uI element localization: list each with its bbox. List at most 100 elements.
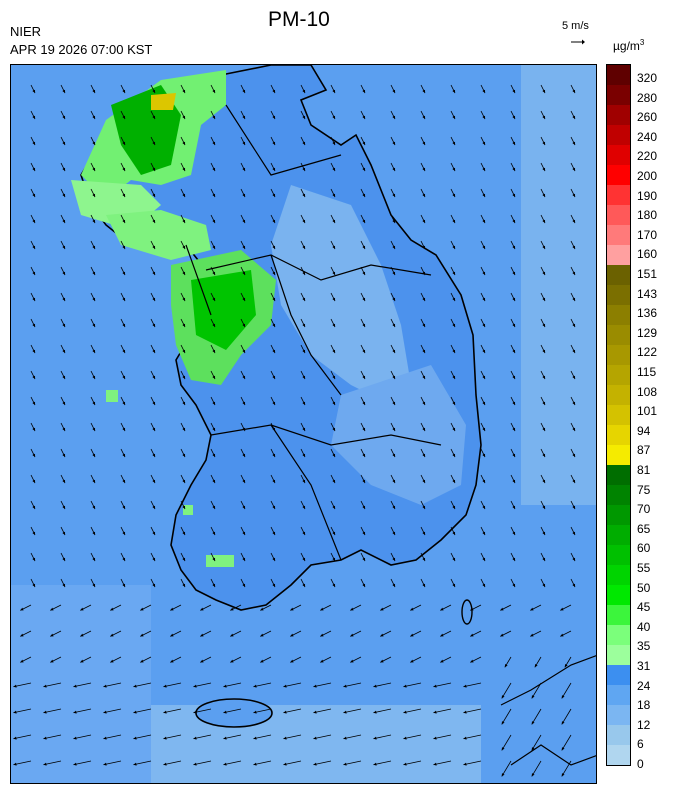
wind-arrow-head xyxy=(193,736,197,740)
legend-tick-label: 75 xyxy=(637,482,651,497)
wind-arrow-head xyxy=(32,297,36,302)
wind-arrow-head xyxy=(92,557,96,562)
legend-swatch xyxy=(607,725,630,745)
wind-arrow-head xyxy=(362,375,366,380)
wind-arrow-head xyxy=(62,141,66,146)
wind-arrow-head xyxy=(92,167,96,172)
wind-arrow-head xyxy=(433,710,437,714)
wind-arrow-head xyxy=(392,349,396,354)
wind-arrow-head xyxy=(32,141,36,146)
wind-arrow-head xyxy=(212,375,216,380)
wind-arrow-head xyxy=(212,297,216,302)
legend-swatch xyxy=(607,585,630,605)
wind-arrow-head xyxy=(13,684,17,688)
high-pm-cell-coast xyxy=(206,555,234,567)
wind-arrow-head xyxy=(193,710,197,714)
wind-arrow-head xyxy=(392,401,396,406)
wind-arrow-head xyxy=(92,141,96,146)
wind-arrow-head xyxy=(403,736,407,740)
wind-arrow-shaft xyxy=(373,734,392,740)
wind-arrow-head xyxy=(170,659,174,663)
wind-arrow-head xyxy=(152,401,156,406)
wind-arrow-head xyxy=(212,505,216,510)
wind-arrow-head xyxy=(302,115,306,120)
wind-arrow-head xyxy=(110,607,114,611)
wind-arrow-head xyxy=(403,762,407,766)
wind-arrow-head xyxy=(512,453,516,458)
wind-arrow-head xyxy=(572,89,576,94)
wind-arrow-head xyxy=(392,505,396,510)
wind-arrow-head xyxy=(313,762,317,766)
wind-arrow-head xyxy=(272,583,276,588)
wind-arrow-head xyxy=(440,633,444,637)
wind-arrow-head xyxy=(373,710,377,714)
wind-arrow-head xyxy=(122,557,126,562)
high-pm-cell-west xyxy=(106,390,118,402)
wind-arrow-head xyxy=(332,375,336,380)
inland-light-zone-2 xyxy=(331,365,466,505)
wind-arrow-head xyxy=(561,747,565,751)
wind-arrow-head xyxy=(362,245,366,250)
legend-tick-label: 280 xyxy=(637,90,658,105)
wind-arrow-head xyxy=(362,505,366,510)
wind-arrow-head xyxy=(302,167,306,172)
wind-arrow-head xyxy=(92,89,96,94)
wind-arrow-shaft xyxy=(283,734,302,740)
wind-arrow-shaft xyxy=(343,760,362,766)
wind-arrow-head xyxy=(92,115,96,120)
wind-arrow-head xyxy=(470,607,474,611)
legend-tick-label: 220 xyxy=(637,149,658,164)
wind-arrow-head xyxy=(572,479,576,484)
wind-arrow-head xyxy=(62,323,66,328)
wind-arrow-head xyxy=(422,375,426,380)
wind-arrow-head xyxy=(512,141,516,146)
wind-arrow-head xyxy=(362,557,366,562)
wind-arrow-head xyxy=(512,271,516,276)
wind-arrow-head xyxy=(320,633,324,637)
wind-arrow-head xyxy=(332,427,336,432)
wind-arrow-head xyxy=(92,323,96,328)
wind-arrow-shaft xyxy=(433,734,452,740)
wind-arrow-head xyxy=(572,583,576,588)
legend-swatch xyxy=(607,65,630,85)
wind-arrow-head xyxy=(212,401,216,406)
legend-swatch xyxy=(607,225,630,245)
wind-arrow-head xyxy=(32,219,36,224)
legend-tick-label: 108 xyxy=(637,384,658,399)
wind-arrow-head xyxy=(122,271,126,276)
wind-arrow-head xyxy=(62,479,66,484)
legend-swatch xyxy=(607,385,630,405)
wind-arrow-head xyxy=(452,141,456,146)
high-pm-core-chungnam xyxy=(191,270,256,350)
wind-arrow-head xyxy=(572,193,576,198)
wind-arrow-head xyxy=(272,89,276,94)
wind-arrow-head xyxy=(182,167,186,172)
wind-arrow-head xyxy=(452,349,456,354)
wind-arrow-head xyxy=(373,684,377,688)
legend-swatch xyxy=(607,465,630,485)
wind-arrow-head xyxy=(302,531,306,536)
wind-arrow-head xyxy=(572,557,576,562)
wind-arrow-shaft xyxy=(463,734,482,740)
wind-arrow-head xyxy=(272,401,276,406)
wind-arrow-head xyxy=(572,219,576,224)
wind-arrow-head xyxy=(212,245,216,250)
pm10-map[interactable] xyxy=(10,64,597,784)
jeju-island xyxy=(195,698,273,728)
wind-arrow-head xyxy=(253,736,257,740)
wind-arrow-head xyxy=(92,193,96,198)
legend-tick-label: 160 xyxy=(637,247,658,262)
wind-arrow-head xyxy=(13,762,17,766)
wind-arrow-head xyxy=(283,710,287,714)
wind-arrow-head xyxy=(242,245,246,250)
wind-arrow-head xyxy=(103,736,107,740)
wind-arrow-head xyxy=(332,167,336,172)
legend-swatch xyxy=(607,285,630,305)
wind-arrow-head xyxy=(572,453,576,458)
wind-arrow-head xyxy=(152,193,156,198)
legend-swatch xyxy=(607,145,630,165)
wind-arrow-head xyxy=(452,479,456,484)
wind-arrow-head xyxy=(302,375,306,380)
wind-arrow-head xyxy=(542,193,546,198)
wind-arrow-head xyxy=(380,659,384,663)
